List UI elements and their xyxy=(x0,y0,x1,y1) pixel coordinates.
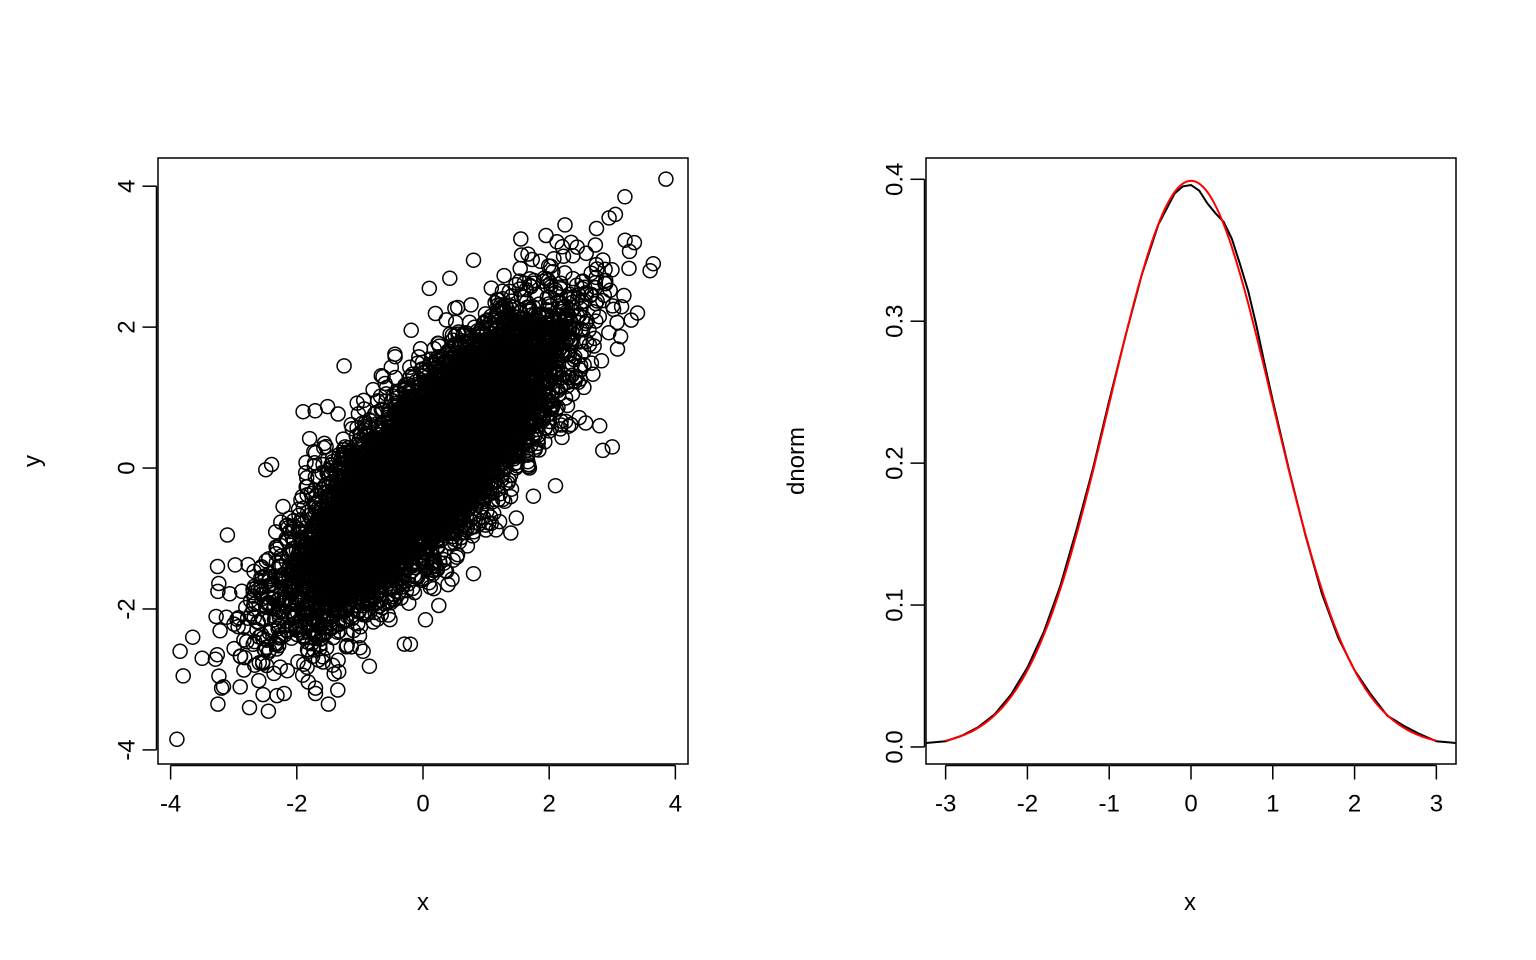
scatter-point xyxy=(555,248,572,264)
scatter-point xyxy=(251,672,267,689)
scatter-point xyxy=(621,260,637,277)
scatter-point xyxy=(212,623,228,639)
scatter-point xyxy=(593,353,610,369)
scatter-point xyxy=(554,239,571,255)
scatter-point xyxy=(330,406,346,422)
scatter-point xyxy=(298,470,315,486)
scatter-point xyxy=(524,251,540,268)
scatter-point xyxy=(213,680,230,696)
scatter-point xyxy=(227,557,243,573)
scatter-point xyxy=(230,618,246,635)
scatter-point xyxy=(442,270,458,287)
scatter-point xyxy=(401,595,417,611)
scatter-points xyxy=(169,171,674,748)
scatter-point xyxy=(403,322,419,339)
scatter-point xyxy=(583,355,600,371)
scatter-point xyxy=(226,640,242,657)
scatter-point xyxy=(296,656,312,672)
scatter-point xyxy=(396,636,413,652)
scatter-point xyxy=(307,685,324,702)
scatter-point xyxy=(557,265,573,281)
scatter-point xyxy=(617,232,633,248)
scatter-point xyxy=(211,575,227,592)
scatter-point xyxy=(587,237,604,253)
scatter-point xyxy=(275,498,291,515)
scatter-point xyxy=(232,679,248,695)
scatter-point xyxy=(621,243,638,260)
